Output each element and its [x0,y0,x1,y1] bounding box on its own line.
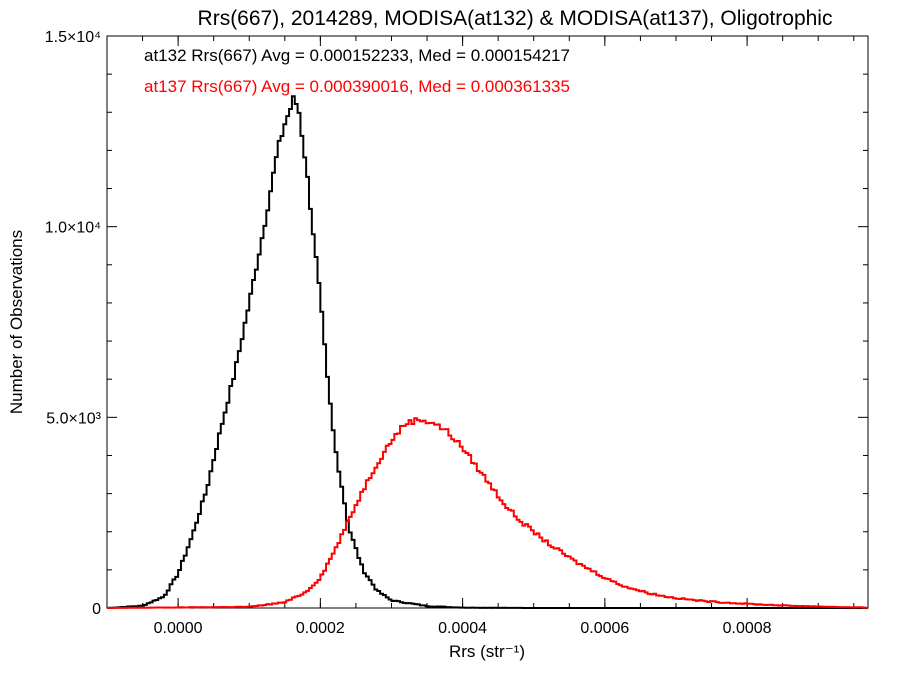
x-tick-label: 0.0000 [154,620,203,637]
y-axis: 0 5.0×10³ 1.0×10⁴ 1.5×10⁴ [45,29,868,618]
y-tick-label: 1.5×10⁴ [45,29,101,46]
plot-frame [106,35,869,609]
y-tick-label: 5.0×10³ [46,410,101,427]
x-tick-label: 0.0006 [580,620,629,637]
series-group [107,95,868,609]
series-at137-histogram [107,417,868,609]
y-axis-label: Number of Observations [7,230,26,414]
legend-entry-at137: at137 Rrs(667) Avg = 0.000390016, Med = … [144,77,570,96]
y-tick-label: 0 [92,601,101,618]
x-axis: 0.0000 0.0002 0.0004 0.0006 0.0008 [142,36,855,637]
x-tick-label: 0.0002 [296,620,345,637]
series-at132-histogram [107,95,868,609]
x-tick-label: 0.0008 [723,620,772,637]
x-axis-label: Rrs (str⁻¹) [449,642,525,661]
x-tick-label: 0.0004 [438,620,487,637]
legend-entry-at132: at132 Rrs(667) Avg = 0.000152233, Med = … [144,46,570,65]
y-tick-label: 1.0×10⁴ [45,220,101,237]
chart-title: Rrs(667), 2014289, MODISA(at132) & MODIS… [198,7,833,30]
